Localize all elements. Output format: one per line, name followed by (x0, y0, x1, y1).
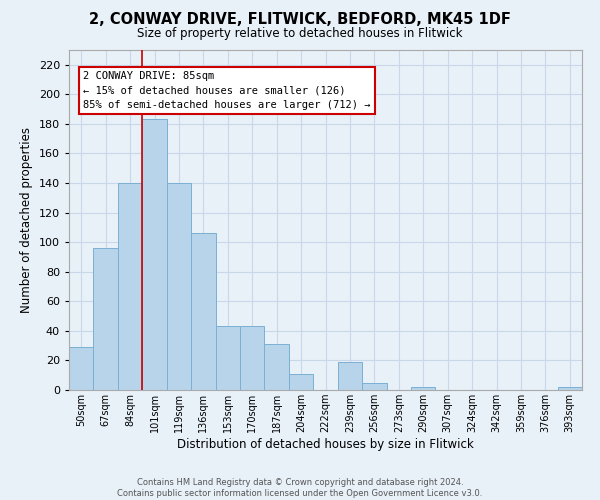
Bar (167, 183, 191, 390)
Bar (118, 183, 142, 390)
Y-axis label: Number of detached properties: Number of detached properties (20, 127, 33, 313)
Bar (69, 347, 94, 390)
X-axis label: Distribution of detached houses by size in Flitwick: Distribution of detached houses by size … (177, 438, 474, 451)
Bar (240, 326, 265, 390)
Bar (557, 387, 582, 390)
Bar (411, 387, 436, 390)
Bar (265, 344, 289, 390)
Text: 2, CONWAY DRIVE, FLITWICK, BEDFORD, MK45 1DF: 2, CONWAY DRIVE, FLITWICK, BEDFORD, MK45… (89, 12, 511, 28)
Text: Size of property relative to detached houses in Flitwick: Size of property relative to detached ho… (137, 28, 463, 40)
Text: 2 CONWAY DRIVE: 85sqm
← 15% of detached houses are smaller (126)
85% of semi-det: 2 CONWAY DRIVE: 85sqm ← 15% of detached … (83, 70, 371, 110)
Bar (338, 362, 362, 390)
Bar (362, 382, 386, 390)
Bar (289, 374, 313, 390)
Bar (215, 326, 240, 390)
Text: Contains HM Land Registry data © Crown copyright and database right 2024.
Contai: Contains HM Land Registry data © Crown c… (118, 478, 482, 498)
Bar (191, 234, 215, 390)
Bar (94, 248, 118, 390)
Bar (142, 120, 167, 390)
